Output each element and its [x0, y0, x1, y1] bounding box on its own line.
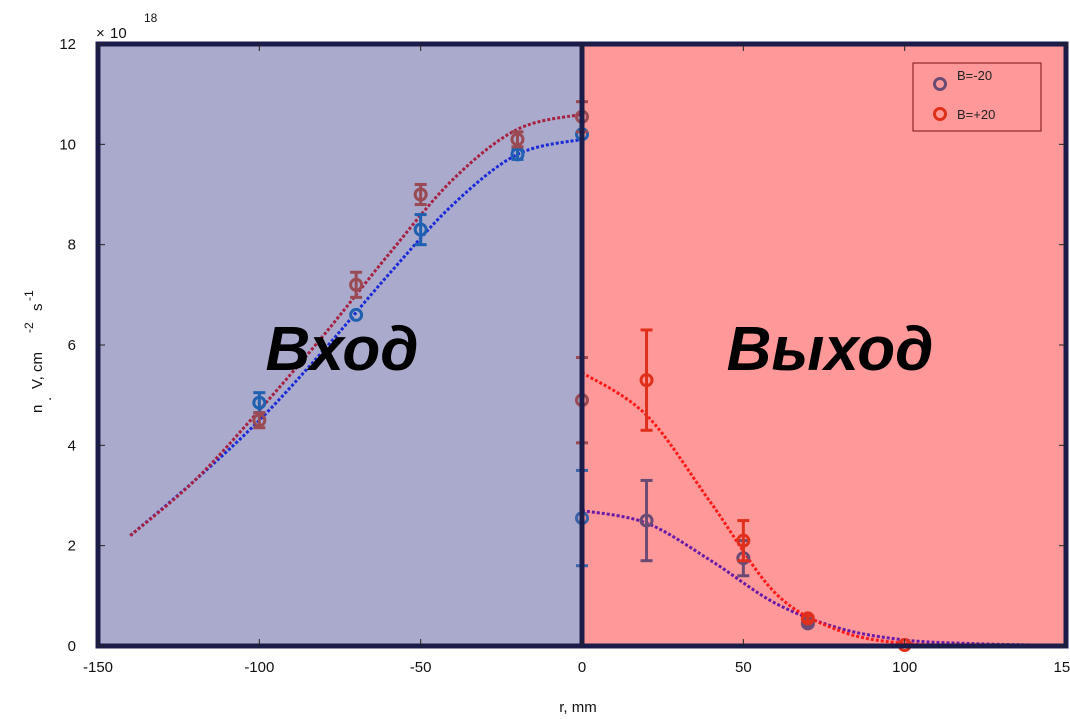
y-tick-label-4: 8	[68, 237, 76, 254]
region-bg-0	[98, 44, 582, 646]
x-axis-ticks: -150 -100 -50 0 50 100 150	[83, 44, 1070, 676]
y-tick-label-5: 10	[59, 136, 76, 153]
data-point-0-0	[252, 395, 267, 410]
y-axis-label: n . V, cm -2 s -1	[22, 290, 55, 413]
x-tick-label-6: 150	[1053, 659, 1070, 676]
fit-curve-0-fit2	[581, 509, 1034, 647]
region-label-exit: Выход	[727, 315, 934, 384]
data-point-1-8	[800, 611, 815, 626]
data-point-1-1	[349, 277, 364, 292]
exponent-times: ×	[96, 25, 105, 42]
x-tick-label-0: -150	[83, 659, 113, 676]
y-tick-label-6: 12	[59, 36, 76, 53]
data-point-1-0	[252, 413, 267, 428]
x-tick-label-5: 100	[892, 659, 917, 676]
y-label-exp2: -1	[22, 290, 36, 301]
y-tick-label-0: 0	[68, 638, 76, 655]
legend-box	[912, 62, 1042, 132]
data-point-0-6	[639, 513, 654, 528]
x-tick-label-2: -50	[410, 659, 432, 676]
y-tick-label-1: 2	[68, 538, 76, 555]
data-point-1-7	[736, 533, 751, 548]
legend-marker-b-plus-20	[933, 107, 947, 121]
legend-label-b-minus-20: B=-20	[957, 68, 992, 83]
legend: B=-20 B=+20	[912, 62, 1042, 132]
data-point-0-1	[349, 307, 364, 322]
x-tick-label-3: 0	[578, 659, 586, 676]
data-point-0-3	[510, 147, 525, 162]
x-tick-label-4: 50	[735, 659, 752, 676]
y-label-s: s	[29, 304, 46, 312]
y-label-exp1: -2	[22, 322, 36, 333]
y-axis-ticks: 0 2 4 6 8 10 12	[59, 36, 1066, 655]
legend-marker-b-minus-20	[933, 77, 947, 91]
region-bg-1	[582, 44, 1066, 646]
region-label-entrance: Вход	[265, 315, 418, 384]
y-label-n: n	[29, 405, 46, 413]
exponent-power: 18	[144, 11, 158, 25]
exponent-label: × 10 18	[96, 11, 158, 42]
x-axis-label: r, mm	[559, 699, 597, 716]
data-point-1-3	[510, 132, 525, 147]
legend-label-b-plus-20: B=+20	[957, 107, 995, 122]
y-tick-label-2: 4	[68, 437, 76, 454]
x-tick-label-1: -100	[244, 659, 274, 676]
exponent-base: 10	[110, 25, 127, 42]
y-label-sub: .	[38, 397, 55, 401]
region-backgrounds	[98, 44, 1066, 646]
y-tick-label-3: 6	[68, 337, 76, 354]
data-point-1-6	[639, 373, 654, 388]
data-point-1-2	[413, 187, 428, 202]
y-label-main: V, cm	[29, 352, 46, 389]
data-point-0-2	[413, 222, 428, 237]
